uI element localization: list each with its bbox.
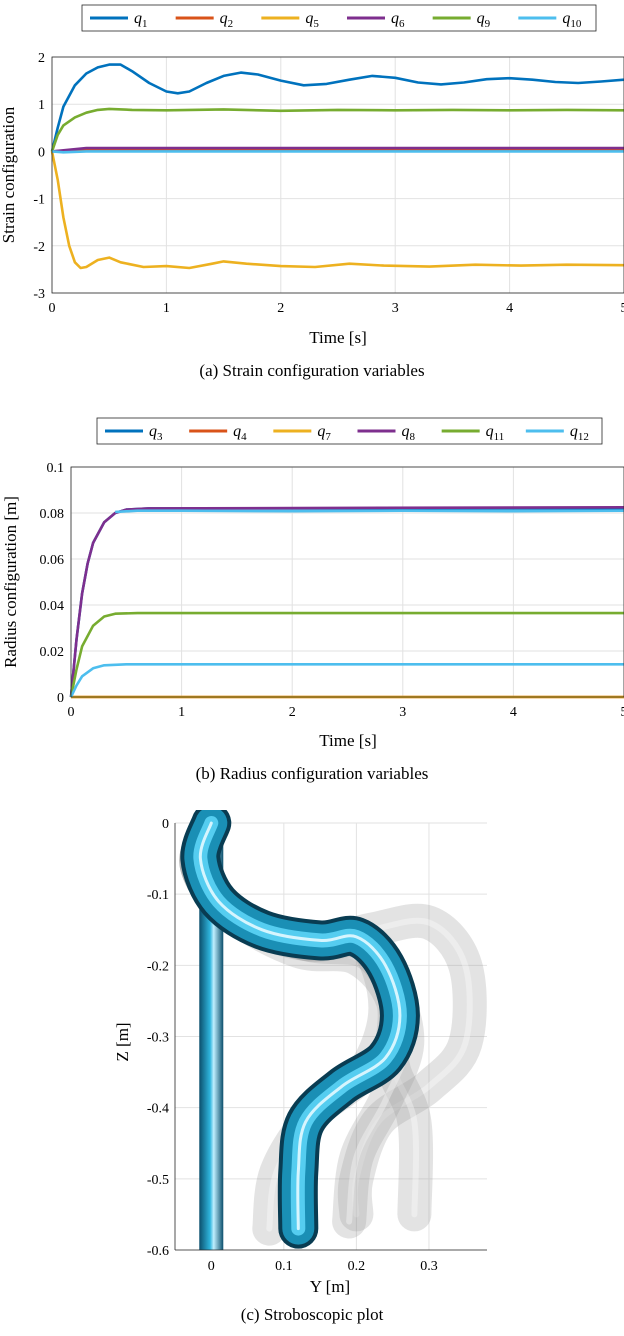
strobe-y-axis-label: Z [m]	[113, 1022, 132, 1061]
legend-box	[81, 4, 597, 32]
y-tick-label: 0.06	[40, 553, 65, 568]
strain-grid	[51, 56, 624, 294]
plot-frame	[70, 466, 624, 698]
tube-highlight	[198, 821, 402, 1231]
y-tick-label: 0.08	[40, 507, 65, 522]
y-tick-label: -1	[33, 193, 45, 208]
radius-grid	[70, 466, 624, 698]
caption-c: (c) Stroboscopic plot	[240, 1305, 384, 1324]
x-tick-label: 4	[510, 705, 517, 720]
y-tick-label: -0.6	[147, 1244, 169, 1259]
legend-box	[96, 417, 603, 445]
plot-frame	[51, 56, 624, 294]
strain-legend: q1 q2 q5 q6 q9 q10	[81, 4, 597, 32]
y-tick-label: -2	[33, 240, 45, 255]
caption-b: (b) Radius configuration variables	[195, 764, 429, 783]
x-tick-label: 0.3	[420, 1259, 438, 1274]
strobe-axes: 0 0.1 0.2 0.3 0 -0.1 -0.2 -0.3 -0.4 -0.5 -0.6	[147, 817, 487, 1274]
y-tick-label: 0.02	[40, 645, 65, 660]
series-line-q10	[51, 150, 624, 154]
x-tick-label: 1	[178, 705, 185, 720]
y-tick-label: 0.04	[40, 599, 65, 614]
x-tick-label: 3	[399, 705, 406, 720]
series-line-extra	[115, 509, 624, 514]
series-line-q5	[50, 151, 624, 270]
x-tick-label: 0.2	[348, 1259, 366, 1274]
x-tick-label: 0	[208, 1259, 215, 1274]
x-tick-label: 5	[621, 301, 624, 316]
y-tick-label: 1	[38, 98, 45, 113]
radius-y-axis-label: Radius configuration [m]	[1, 496, 20, 668]
stroboscopic-plot: 0 0.1 0.2 0.3 0 -0.1 -0.2 -0.3 -0.4 -0.5 -0.6 Z [m…	[113, 810, 487, 1296]
x-tick-label: 5	[621, 705, 624, 720]
strain-chart: 0 1 2 3 4 5 -3 -2 -1 0 1 2 q1 q2 q5 q6 q9 q10 Strain con…	[0, 4, 624, 347]
y-tick-label: -0.2	[147, 959, 169, 974]
series-line-q12	[69, 663, 624, 698]
series-line-q8	[69, 506, 624, 698]
radius-x-axis-label: Time [s]	[319, 731, 376, 750]
y-tick-label: 0	[38, 145, 45, 160]
x-tick-label: 1	[163, 301, 170, 316]
series-line-q11	[69, 611, 624, 698]
x-tick-label: 0	[68, 705, 75, 720]
strain-axes: 0 1 2 3 4 5 -3 -2 -1 0 1 2	[33, 51, 624, 316]
x-tick-label: 3	[392, 301, 399, 316]
y-tick-label: 0.1	[47, 461, 65, 476]
radius-chart: 0 1 2 3 4 5 0 0.02 0.04 0.06 0.08 0.1 q3 q4 q7 q8 q11 q1…	[1, 417, 624, 750]
y-tick-label: -0.1	[147, 888, 169, 903]
series-line-q1	[50, 63, 624, 152]
radius-legend: q3 q4 q7 q8 q11 q12	[96, 417, 603, 445]
series-line-q3	[69, 507, 624, 698]
series-line-q6	[51, 146, 624, 153]
radius-axes: 0 1 2 3 4 5 0 0.02 0.04 0.06 0.08 0.1	[40, 461, 624, 720]
strain-x-axis-label: Time [s]	[309, 328, 366, 347]
strain-y-axis-label: Strain configuration	[0, 106, 18, 243]
y-tick-label: -0.3	[147, 1031, 169, 1046]
y-tick-label: 0	[57, 691, 64, 706]
strobe-x-axis-label: Y [m]	[310, 1277, 350, 1296]
x-tick-label: 2	[277, 301, 284, 316]
y-tick-label: -0.4	[147, 1102, 169, 1117]
x-tick-label: 0.1	[275, 1259, 293, 1274]
y-tick-label: -0.5	[147, 1173, 169, 1188]
x-tick-label: 0	[49, 301, 56, 316]
radius-lines	[69, 506, 624, 699]
strobe-frames	[179, 810, 487, 1250]
y-tick-label: 2	[38, 51, 45, 66]
x-tick-label: 2	[289, 705, 296, 720]
series-line-q9	[50, 107, 624, 152]
y-tick-label: -3	[33, 287, 45, 302]
caption-a: (a) Strain configuration variables	[199, 361, 425, 380]
x-tick-label: 4	[506, 301, 513, 316]
strain-lines	[50, 63, 624, 270]
y-tick-label: 0	[162, 817, 169, 832]
